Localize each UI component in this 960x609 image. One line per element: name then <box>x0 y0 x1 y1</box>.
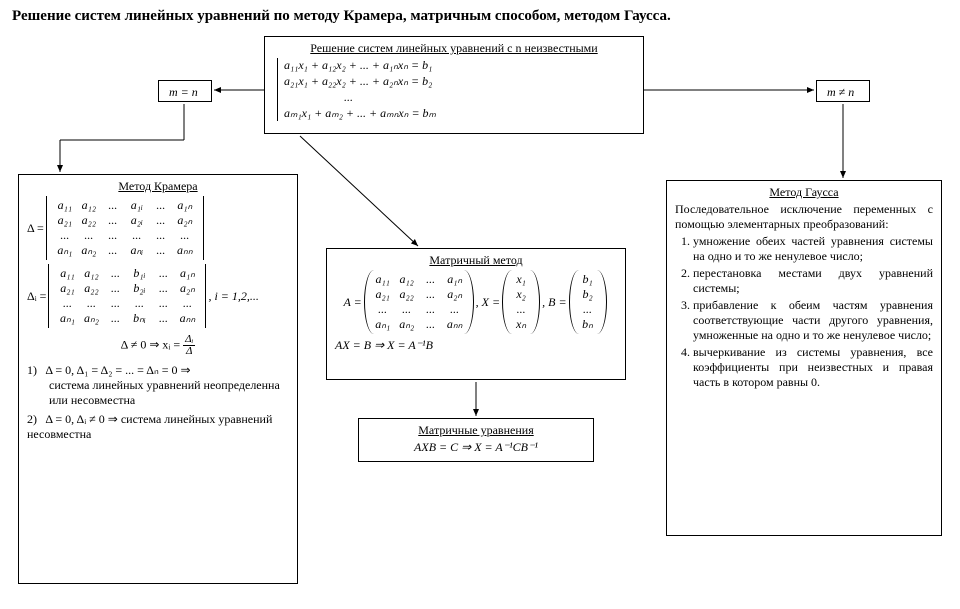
matrix-eq: AX = B ⇒ X = A⁻¹B <box>335 338 617 353</box>
m-neq-n-box: m ≠ n <box>816 80 870 102</box>
cramer-case-1: 1) Δ = 0, Δ₁ = Δ₂ = ... = Δₙ = 0 ⇒ систе… <box>27 363 289 408</box>
det-Ai: a₁₁a₁₂...b₁ᵢ...a₁ₙ a₂₁a₂₂...b₂ᵢ...a₂ₙ ..… <box>48 264 206 328</box>
matrix-heading: Матричный метод <box>335 253 617 268</box>
system-equations: a₁₁x₁ + a₁₂x₂ + ... + a₁ₙxₙ = b₁ a₂₁x₁ +… <box>277 58 635 121</box>
cramer-solution: Δ ≠ 0 ⇒ xᵢ = ΔᵢΔ <box>27 334 289 357</box>
eq-m: aₘ₁x₁ + aₘ₂ + ... + aₘₙxₙ = bₘ <box>284 106 635 121</box>
gauss-step-1: умножение обеих частей уравнения системы… <box>693 234 933 264</box>
det-A: a₁₁a₁₂...a₁ᵢ...a₁ₙ a₂₁a₂₂...a₂ᵢ...a₂ₙ ..… <box>46 196 204 260</box>
gauss-step-2: перестановка местами двух уравнений сист… <box>693 266 933 296</box>
gauss-step-4: вычеркивание из системы уравнения, все к… <box>693 345 933 390</box>
eq-2: a₂₁x₁ + a₂₂x₂ + ... + a₂ₙxₙ = b₂ <box>284 74 635 89</box>
cramer-delta-i: Δᵢ = a₁₁a₁₂...b₁ᵢ...a₁ₙ a₂₁a₂₂...b₂ᵢ...a… <box>27 264 289 328</box>
cramer-case-2: 2) Δ = 0, Δᵢ ≠ 0 ⇒ система линейных урав… <box>27 412 289 442</box>
page-title: Решение систем линейных уравнений по мет… <box>12 8 948 25</box>
matrix-A: a₁₁a₁₂...a₁ₙ a₂₁a₂₂...a₂ₙ ............ a… <box>364 270 474 334</box>
m-eq-n-box: m = n <box>158 80 212 102</box>
gauss-step-3: прибавление к обеим частям уравнения соо… <box>693 298 933 343</box>
eq-dots: ... <box>284 90 635 105</box>
matrixeq-eq: AXB = C ⇒ X = A⁻¹CB⁻¹ <box>367 440 585 455</box>
gauss-intro: Последовательное исключение переменных с… <box>675 202 933 232</box>
cramer-box: Метод Крамера Δ = a₁₁a₁₂...a₁ᵢ...a₁ₙ a₂₁… <box>18 174 298 584</box>
cramer-delta: Δ = a₁₁a₁₂...a₁ᵢ...a₁ₙ a₂₁a₂₂...a₂ᵢ...a₂… <box>27 196 289 260</box>
matrix-B: b₁ b₂ ... bₙ <box>569 270 607 334</box>
gauss-heading: Метод Гаусса <box>675 185 933 200</box>
system-box: Решение систем линейных уравнений с n не… <box>264 36 644 134</box>
matrix-def: A = a₁₁a₁₂...a₁ₙ a₂₁a₂₂...a₂ₙ ..........… <box>335 270 617 334</box>
matrix-method-box: Матричный метод A = a₁₁a₁₂...a₁ₙ a₂₁a₂₂.… <box>326 248 626 380</box>
eq-1: a₁₁x₁ + a₁₂x₂ + ... + a₁ₙxₙ = b₁ <box>284 58 635 73</box>
matrixeq-heading: Матричные уравнения <box>367 423 585 438</box>
gauss-steps: умножение обеих частей уравнения системы… <box>675 234 933 390</box>
system-heading: Решение систем линейных уравнений с n не… <box>273 41 635 56</box>
gauss-box: Метод Гаусса Последовательное исключение… <box>666 180 942 536</box>
matrix-X: x₁ x₂ ... xₙ <box>502 270 540 334</box>
matrix-equations-box: Матричные уравнения AXB = C ⇒ X = A⁻¹CB⁻… <box>358 418 594 462</box>
cramer-heading: Метод Крамера <box>27 179 289 194</box>
